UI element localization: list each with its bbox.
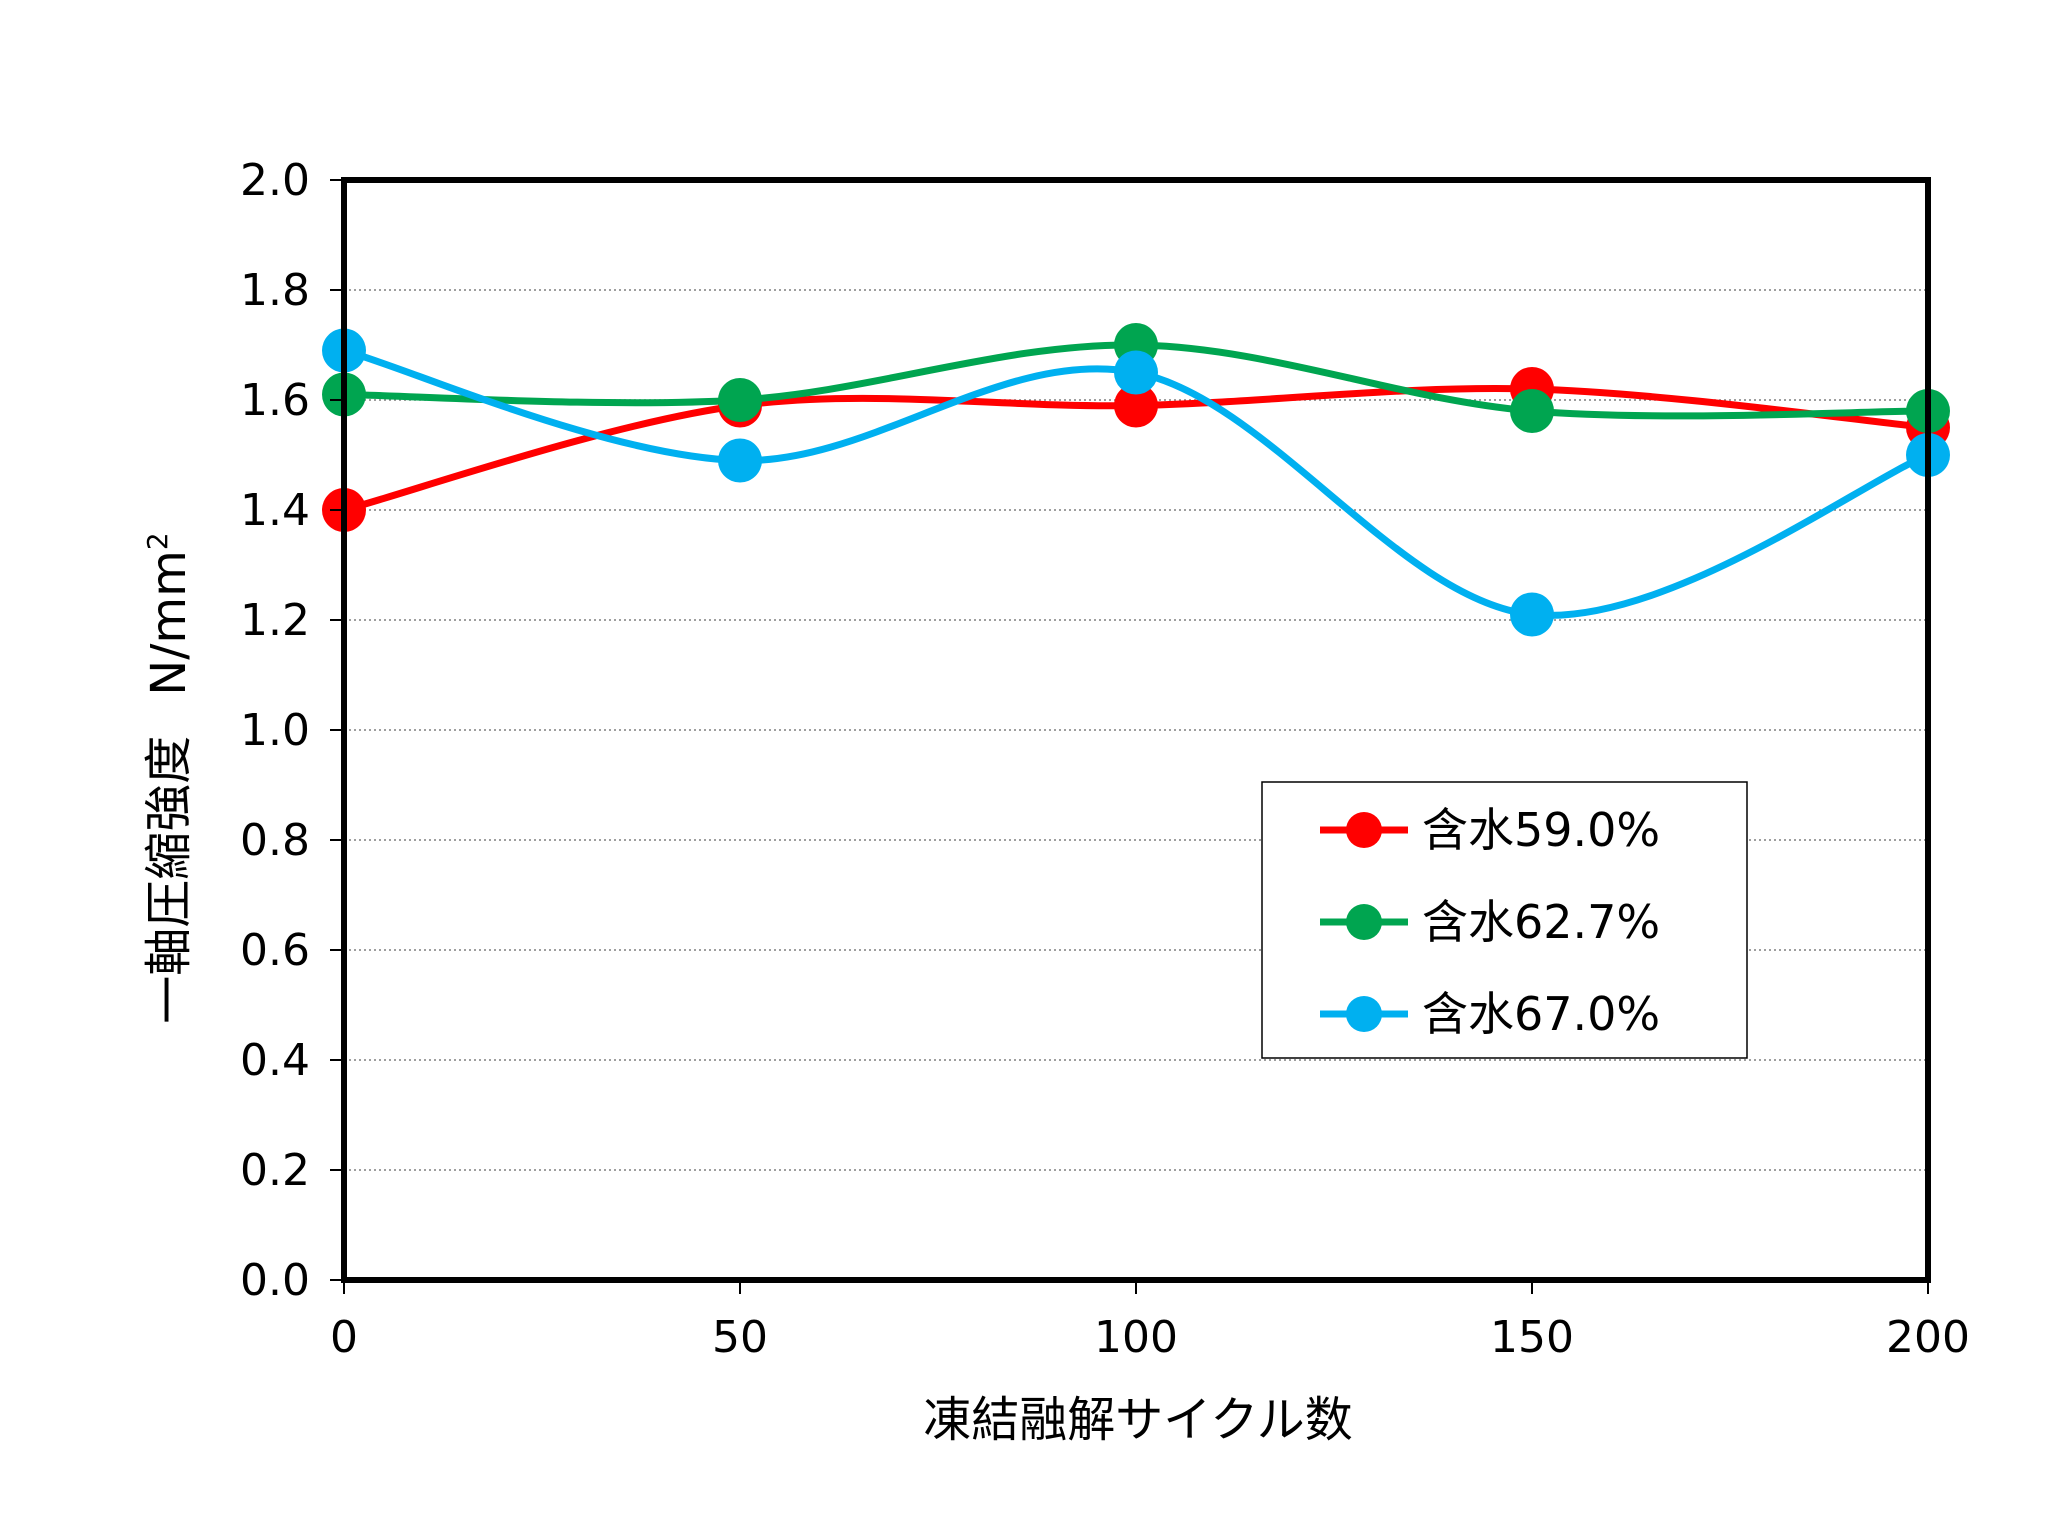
legend-item-2: 含水67.0% (1320, 987, 1660, 1041)
x-axis-title: 凍結融解サイクル数 (923, 1392, 1353, 1448)
series-2 (322, 328, 1950, 637)
x-tick-label-4: 200 (1886, 1312, 1970, 1363)
x-tick-label-0: 0 (330, 1312, 358, 1363)
legend-item-0: 含水59.0% (1320, 803, 1660, 857)
axis-ticks (330, 179, 1929, 1294)
series-1-point-3 (1510, 389, 1554, 433)
y-axis-title-unit: N/mm (141, 550, 197, 696)
y-tick-label-0: 0.0 (240, 1255, 310, 1306)
legend-marker-1 (1346, 904, 1382, 940)
y-tick-label-3: 0.6 (240, 925, 310, 976)
x-tick-label-2: 100 (1094, 1312, 1178, 1363)
y-tick-label-10: 2.0 (240, 155, 310, 206)
legend: 含水59.0% 含水62.7% 含水67.0% (1261, 781, 1748, 1059)
series-0-point-2 (1114, 383, 1158, 428)
y-tick-label-5: 1.0 (240, 705, 310, 756)
y-axis-title-unit-exponent: 2 (141, 532, 174, 550)
series-1-point-1 (718, 378, 762, 422)
y-axis-title: 一軸圧縮強度 N/mm2 (141, 532, 197, 1023)
y-tick-label-4: 0.8 (240, 815, 310, 866)
legend-item-1: 含水62.7% (1320, 895, 1660, 949)
legend-marker-0 (1346, 812, 1382, 848)
y-tick-label-9: 1.8 (240, 265, 310, 316)
y-tick-label-1: 0.2 (240, 1145, 310, 1196)
series-2-point-1 (718, 438, 762, 483)
legend-label-0: 含水59.0% (1422, 803, 1660, 857)
y-tick-label-8: 1.6 (240, 375, 310, 426)
legend-marker-2 (1346, 996, 1382, 1032)
series-2-point-3 (1510, 592, 1554, 637)
y-axis-title-main: 一軸圧縮強度 (141, 736, 197, 1024)
x-tick-label-1: 50 (712, 1312, 768, 1363)
y-tick-label-6: 1.2 (240, 595, 310, 646)
legend-label-2: 含水67.0% (1422, 987, 1660, 1041)
x-axis-tick-labels: 0 50 100 150 200 (330, 1312, 1970, 1363)
y-axis-tick-labels: 0.0 0.2 0.4 0.6 0.8 1.0 1.2 1.4 1.6 1.8 2.0 (240, 155, 310, 1306)
y-tick-label-2: 0.4 (240, 1035, 310, 1086)
legend-label-1: 含水62.7% (1422, 895, 1660, 949)
x-tick-label-3: 150 (1490, 1312, 1574, 1363)
y-tick-label-7: 1.4 (240, 485, 310, 536)
series-2-point-2 (1114, 350, 1158, 395)
